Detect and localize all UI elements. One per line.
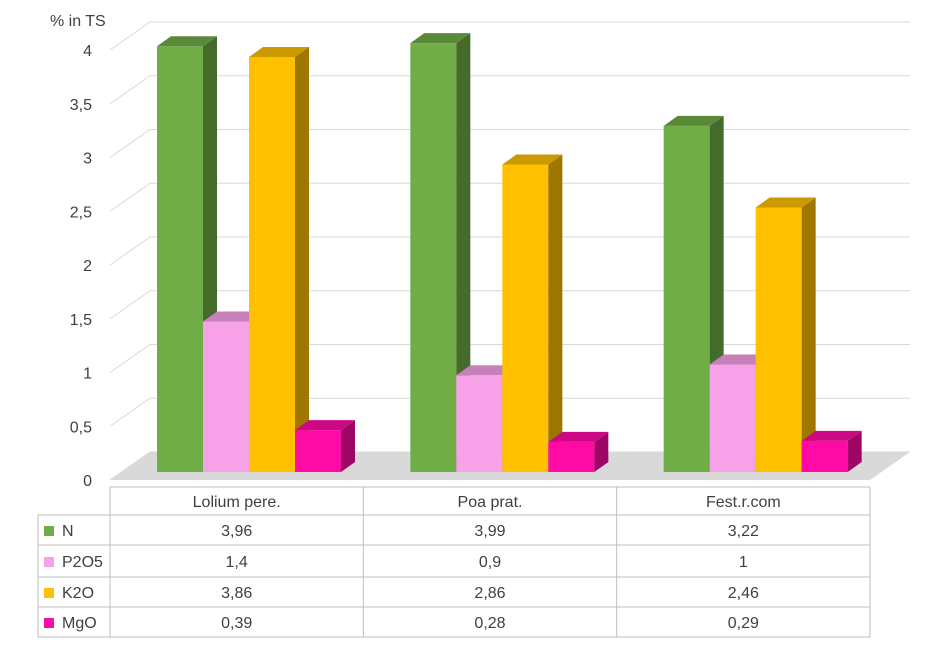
- category-label: Fest.r.com: [706, 494, 781, 511]
- bar-top: [157, 36, 217, 47]
- y-tick-label: 1,5: [70, 312, 92, 329]
- grid-line-side: [109, 182, 151, 212]
- table-value: 2,46: [728, 585, 759, 602]
- bar-front: [548, 441, 595, 472]
- y-tick-label: 4: [83, 43, 92, 60]
- grid-line-side: [109, 21, 151, 51]
- y-tick-label: 2,5: [70, 204, 92, 221]
- bar-top: [502, 154, 563, 165]
- y-tick-label: 1: [83, 366, 92, 383]
- legend-key: [44, 588, 54, 598]
- bar-top: [663, 115, 724, 126]
- table-value: 0,28: [474, 615, 505, 632]
- bar-side: [295, 47, 309, 473]
- bar-top: [709, 354, 770, 365]
- bar-front: [801, 440, 848, 472]
- grid-line-side: [109, 397, 151, 427]
- bar-top: [755, 197, 816, 208]
- category-label: Poa prat.: [458, 494, 523, 511]
- bar-top: [801, 430, 862, 441]
- grid-line-side: [109, 290, 151, 320]
- bar: [410, 33, 471, 472]
- table-value: 3,96: [221, 523, 252, 540]
- bar-front: [295, 430, 341, 472]
- bar-front: [249, 57, 295, 473]
- bar-top: [203, 311, 263, 322]
- legend-label: MgO: [62, 615, 97, 632]
- grid-line-side: [109, 75, 151, 105]
- bar-top: [548, 431, 609, 442]
- y-tick-label: 0: [83, 473, 92, 490]
- bar: [755, 197, 816, 473]
- table-value: 2,86: [474, 585, 505, 602]
- legend-label: P2O5: [62, 554, 103, 571]
- bar-side: [341, 420, 355, 472]
- bar: [295, 420, 355, 472]
- y-tick-label: 2: [83, 258, 92, 275]
- table-value: 3,99: [474, 523, 505, 540]
- y-tick-label: 3,5: [70, 97, 92, 114]
- bar-side: [594, 431, 609, 472]
- bar-top: [410, 33, 471, 44]
- table-value: 1: [739, 554, 748, 571]
- bar-front: [203, 321, 249, 472]
- bar-top: [295, 420, 355, 431]
- table-value: 0,29: [728, 615, 759, 632]
- bar: [249, 47, 309, 473]
- table-value: 1,4: [226, 554, 248, 571]
- y-axis-label: % in TS: [50, 13, 106, 30]
- legend-key: [44, 526, 54, 536]
- bar-top: [456, 365, 517, 376]
- legend-key: [44, 557, 54, 567]
- grid-line-side: [109, 344, 151, 373]
- table-value: 0,9: [479, 554, 501, 571]
- bar-front: [502, 164, 549, 473]
- y-tick-label: 0,5: [70, 419, 92, 436]
- legend-label: K2O: [62, 585, 94, 602]
- category-label: Lolium pere.: [193, 494, 281, 511]
- table-value: 3,22: [728, 523, 759, 540]
- bar-front: [709, 364, 756, 472]
- table-value: 0,39: [221, 615, 252, 632]
- grid-line-side: [109, 129, 151, 158]
- bar-front: [755, 207, 802, 473]
- bar-side: [456, 33, 471, 472]
- bar-side: [801, 197, 816, 473]
- bar: [801, 430, 862, 472]
- bar-front: [456, 375, 503, 472]
- grid-line-side: [109, 236, 151, 266]
- bar: [548, 431, 609, 472]
- grid-line-side: [109, 451, 151, 481]
- bar-side: [548, 154, 563, 473]
- bar: [502, 154, 563, 473]
- table-value: 3,86: [221, 585, 252, 602]
- bar-front: [663, 125, 710, 472]
- bar-front: [410, 43, 457, 472]
- bar-side: [847, 430, 862, 472]
- y-tick-label: 3: [83, 151, 92, 168]
- legend-key: [44, 618, 54, 628]
- bar-top: [249, 47, 309, 58]
- legend-label: N: [62, 523, 74, 540]
- bar-front: [157, 46, 203, 473]
